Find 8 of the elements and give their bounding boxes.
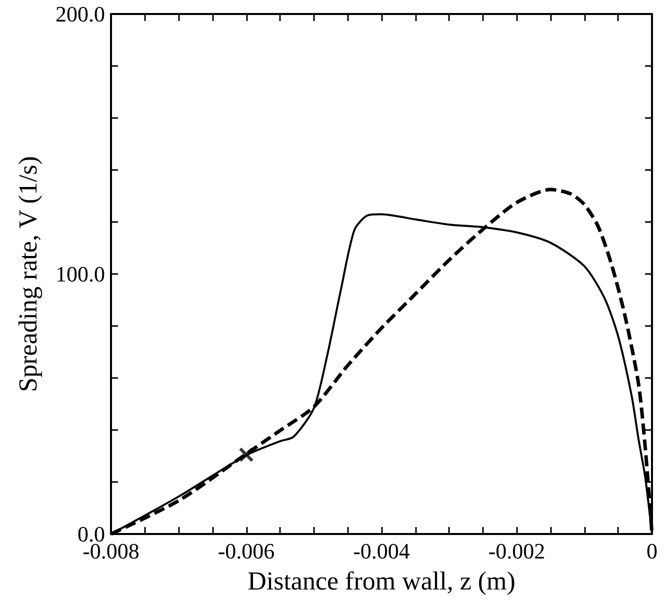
y-tick-label: 100.0 [56,262,105,286]
x-tick-label: -0.004 [353,538,410,564]
x-tick-label: 0 [646,538,658,564]
y-axis-title: Spreading rate, V (1/s) [14,156,42,392]
y-tick-label: 200.0 [56,2,105,26]
x-tick-label: -0.002 [488,538,546,564]
x-axis-title: Distance from wall, z (m) [248,566,516,596]
x-tick-label: -0.006 [218,538,275,564]
